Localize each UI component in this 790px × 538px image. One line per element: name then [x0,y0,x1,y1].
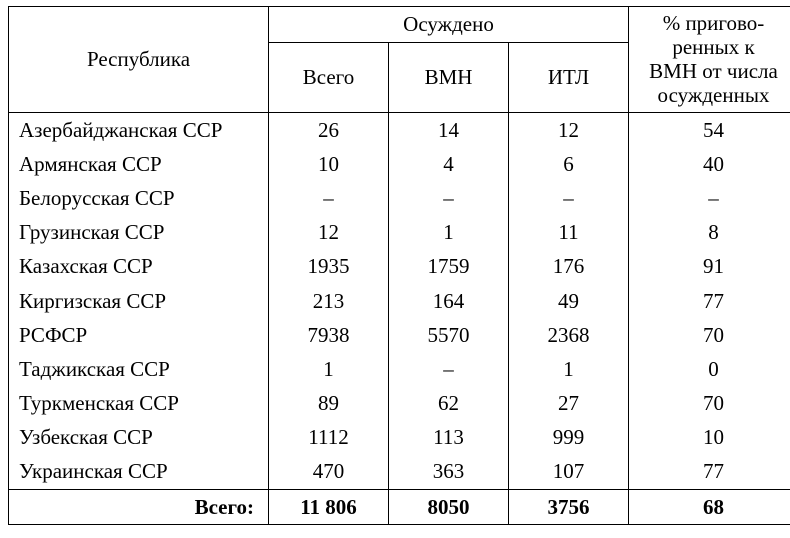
cell-pct: 70 [629,318,790,352]
cell-name: Казахская ССР [9,249,269,283]
cell-total: 89 [269,386,389,420]
cell-name: РСФСР [9,318,269,352]
cell-itl: 11 [509,215,629,249]
cell-itl: 6 [509,147,629,181]
table-row: Украинская ССР 470 363 107 77 [9,454,790,489]
cell-pct: 54 [629,112,790,147]
cell-name: Таджикская ССР [9,352,269,386]
cell-vmn: 4 [389,147,509,181]
col-header-republic: Республика [9,7,269,113]
cell-total-itl: 3756 [509,489,629,524]
cell-name: Белорусская ССР [9,181,269,215]
cell-vmn: 113 [389,420,509,454]
cell-pct: 77 [629,454,790,489]
cell-total: – [269,181,389,215]
col-header-convicted-group: Осуждено [269,7,629,43]
table-body: Азербайджанская ССР 26 14 12 54 Армянска… [9,112,790,524]
cell-vmn: – [389,352,509,386]
cell-itl: – [509,181,629,215]
cell-itl: 176 [509,249,629,283]
cell-pct: 91 [629,249,790,283]
cell-vmn: 62 [389,386,509,420]
col-header-vmn: ВМН [389,42,509,112]
table-row: Таджикская ССР 1 – 1 0 [9,352,790,386]
table-row: Туркменская ССР 89 62 27 70 [9,386,790,420]
pct-header-line3: ВМН от числа [649,59,778,83]
table-row: РСФСР 7938 5570 2368 70 [9,318,790,352]
cell-pct: 8 [629,215,790,249]
cell-itl: 2368 [509,318,629,352]
cell-pct: 10 [629,420,790,454]
cell-itl: 12 [509,112,629,147]
pct-header-line1: % пригово- [663,11,765,35]
cell-name: Азербайджанская ССР [9,112,269,147]
cell-total: 1 [269,352,389,386]
cell-total: 1112 [269,420,389,454]
cell-name: Узбекская ССР [9,420,269,454]
cell-total: 10 [269,147,389,181]
cell-name: Грузинская ССР [9,215,269,249]
cell-name: Туркменская ССР [9,386,269,420]
cell-itl: 107 [509,454,629,489]
cell-name: Украинская ССР [9,454,269,489]
cell-pct: 77 [629,284,790,318]
table-row: Белорусская ССР – – – – [9,181,790,215]
cell-total-label: Всего: [9,489,269,524]
cell-total: 470 [269,454,389,489]
cell-total: 26 [269,112,389,147]
cell-pct: – [629,181,790,215]
cell-vmn: 164 [389,284,509,318]
cell-vmn: 5570 [389,318,509,352]
cell-vmn: 14 [389,112,509,147]
cell-total: 7938 [269,318,389,352]
col-header-pct: % пригово- ренных к ВМН от числа осужден… [629,7,790,113]
cell-name: Армянская ССР [9,147,269,181]
col-header-itl: ИТЛ [509,42,629,112]
table-row: Грузинская ССР 12 1 11 8 [9,215,790,249]
cell-total: 1935 [269,249,389,283]
table-row-total: Всего: 11 806 8050 3756 68 [9,489,790,524]
cell-total-total: 11 806 [269,489,389,524]
cell-pct: 70 [629,386,790,420]
data-table: Республика Осуждено % пригово- ренных к … [8,6,790,525]
col-header-total: Всего [269,42,389,112]
cell-pct: 0 [629,352,790,386]
cell-vmn: – [389,181,509,215]
cell-itl: 49 [509,284,629,318]
cell-name: Киргизская ССР [9,284,269,318]
cell-vmn: 1759 [389,249,509,283]
cell-total: 213 [269,284,389,318]
cell-total-pct: 68 [629,489,790,524]
table-row: Узбекская ССР 1112 113 999 10 [9,420,790,454]
table-row: Армянская ССР 10 4 6 40 [9,147,790,181]
table-row: Казахская ССР 1935 1759 176 91 [9,249,790,283]
pct-header-line4: осужденных [658,83,770,107]
table-row: Киргизская ССР 213 164 49 77 [9,284,790,318]
cell-vmn: 1 [389,215,509,249]
cell-itl: 999 [509,420,629,454]
table-row: Азербайджанская ССР 26 14 12 54 [9,112,790,147]
cell-itl: 1 [509,352,629,386]
cell-total: 12 [269,215,389,249]
cell-total-vmn: 8050 [389,489,509,524]
cell-itl: 27 [509,386,629,420]
cell-pct: 40 [629,147,790,181]
cell-vmn: 363 [389,454,509,489]
pct-header-line2: ренных к [672,35,754,59]
